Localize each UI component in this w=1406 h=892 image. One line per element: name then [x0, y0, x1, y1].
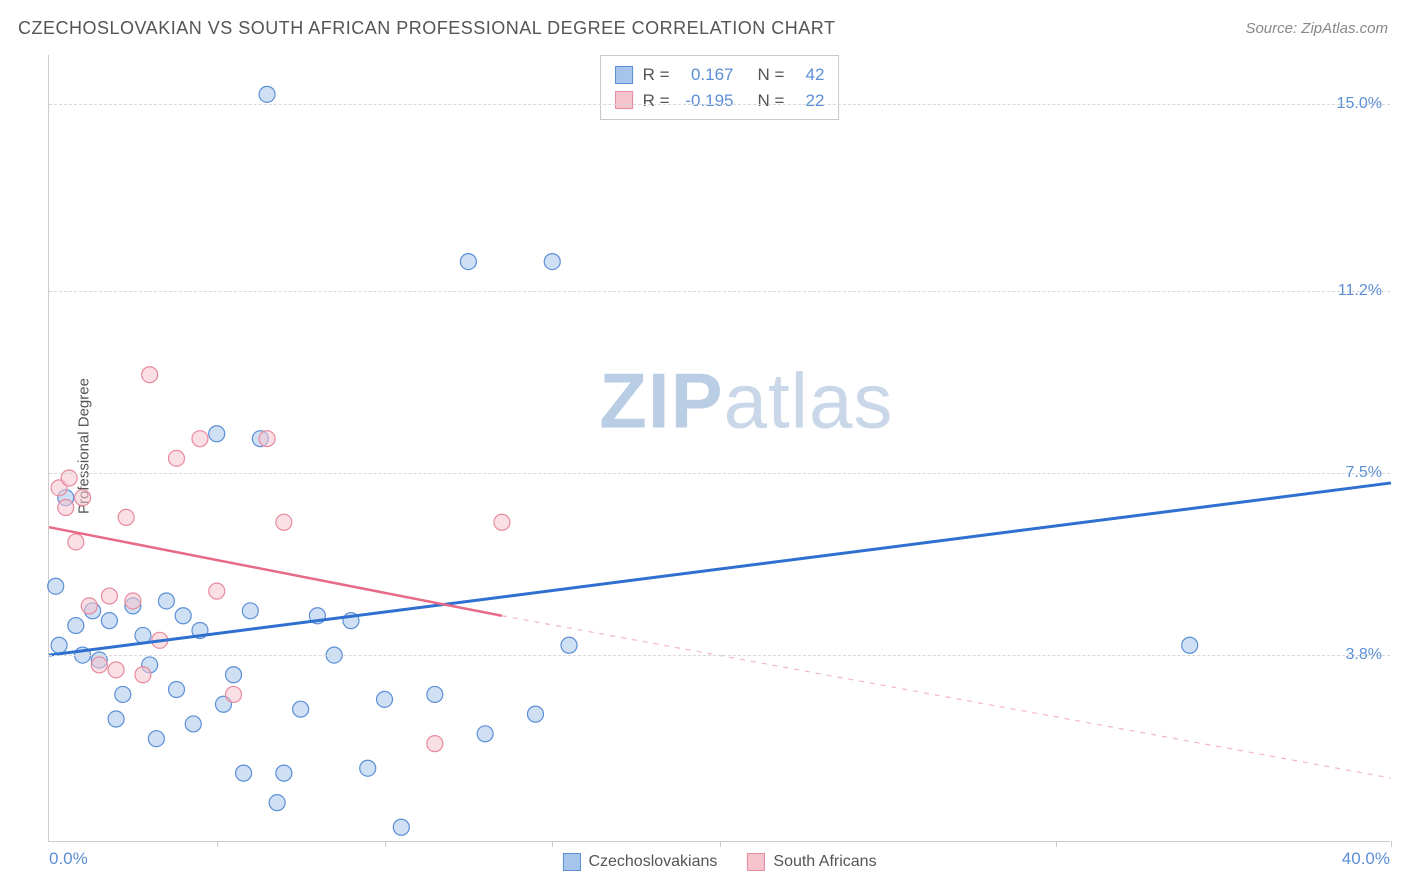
- data-point: [81, 598, 97, 614]
- data-point: [544, 254, 560, 270]
- x-tick: [1056, 841, 1057, 847]
- x-tick: [1391, 841, 1392, 847]
- data-point: [242, 603, 258, 619]
- x-tick: [552, 841, 553, 847]
- data-point: [185, 716, 201, 732]
- data-point: [360, 760, 376, 776]
- data-point: [494, 514, 510, 530]
- legend-label: Czechoslovakians: [588, 853, 717, 871]
- data-point: [477, 726, 493, 742]
- data-point: [527, 706, 543, 722]
- legend-item: Czechoslovakians: [562, 853, 717, 871]
- x-tick: [385, 841, 386, 847]
- y-tick-label: 15.0%: [1337, 95, 1382, 113]
- data-point: [68, 534, 84, 550]
- gridline: [49, 473, 1390, 474]
- trend-line-solid: [49, 527, 502, 616]
- legend-swatch: [747, 853, 765, 871]
- data-point: [108, 711, 124, 727]
- data-point: [48, 578, 64, 594]
- data-point: [226, 686, 242, 702]
- data-point: [226, 667, 242, 683]
- data-point: [101, 588, 117, 604]
- data-point: [561, 637, 577, 653]
- gridline: [49, 655, 1390, 656]
- legend-label: South Africans: [773, 853, 876, 871]
- data-point: [101, 613, 117, 629]
- trend-line: [49, 483, 1391, 655]
- data-point: [118, 509, 134, 525]
- data-point: [1182, 637, 1198, 653]
- data-point: [427, 736, 443, 752]
- data-point: [209, 426, 225, 442]
- scatter-svg: [49, 55, 1390, 841]
- data-point: [158, 593, 174, 609]
- data-point: [58, 500, 74, 516]
- data-point: [91, 657, 107, 673]
- data-point: [427, 686, 443, 702]
- data-point: [115, 686, 131, 702]
- y-tick-label: 7.5%: [1346, 464, 1382, 482]
- x-axis-max-label: 40.0%: [1342, 849, 1390, 869]
- legend-swatch: [562, 853, 580, 871]
- data-point: [192, 431, 208, 447]
- legend-bottom: Czechoslovakians South Africans: [562, 853, 876, 871]
- data-point: [209, 583, 225, 599]
- x-tick: [720, 841, 721, 847]
- data-point: [168, 682, 184, 698]
- legend-item: South Africans: [747, 853, 876, 871]
- data-point: [236, 765, 252, 781]
- chart-plot-area: ZIPatlas R =0.167N =42R =-0.195N =22 0.0…: [48, 55, 1390, 842]
- chart-header: CZECHOSLOVAKIAN VS SOUTH AFRICAN PROFESS…: [18, 18, 1388, 39]
- data-point: [68, 618, 84, 634]
- data-point: [460, 254, 476, 270]
- data-point: [259, 86, 275, 102]
- data-point: [125, 593, 141, 609]
- data-point: [269, 795, 285, 811]
- data-point: [259, 431, 275, 447]
- data-point: [75, 490, 91, 506]
- data-point: [108, 662, 124, 678]
- y-tick-label: 3.8%: [1346, 646, 1382, 664]
- y-tick-label: 11.2%: [1338, 282, 1382, 300]
- data-point: [142, 367, 158, 383]
- data-point: [175, 608, 191, 624]
- data-point: [276, 514, 292, 530]
- chart-title: CZECHOSLOVAKIAN VS SOUTH AFRICAN PROFESS…: [18, 18, 835, 39]
- data-point: [393, 819, 409, 835]
- chart-source: Source: ZipAtlas.com: [1245, 20, 1388, 37]
- x-axis-min-label: 0.0%: [49, 849, 88, 869]
- data-point: [377, 691, 393, 707]
- gridline: [49, 291, 1390, 292]
- data-point: [51, 637, 67, 653]
- gridline: [49, 104, 1390, 105]
- data-point: [293, 701, 309, 717]
- x-tick: [217, 841, 218, 847]
- data-point: [168, 450, 184, 466]
- data-point: [135, 667, 151, 683]
- data-point: [276, 765, 292, 781]
- data-point: [148, 731, 164, 747]
- trend-line-dashed: [502, 616, 1391, 778]
